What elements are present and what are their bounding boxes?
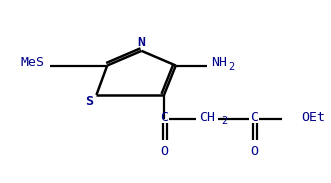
Text: NH: NH bbox=[211, 56, 227, 69]
Text: MeS: MeS bbox=[21, 56, 45, 69]
Text: C: C bbox=[250, 111, 258, 124]
Text: N: N bbox=[137, 36, 146, 48]
Text: 2: 2 bbox=[229, 61, 235, 72]
Text: S: S bbox=[86, 95, 94, 108]
Text: O: O bbox=[160, 145, 168, 158]
Text: C: C bbox=[160, 111, 168, 124]
Text: OEt: OEt bbox=[301, 111, 325, 124]
Text: O: O bbox=[250, 145, 258, 158]
Text: CH: CH bbox=[199, 111, 215, 124]
Text: 2: 2 bbox=[221, 116, 227, 126]
